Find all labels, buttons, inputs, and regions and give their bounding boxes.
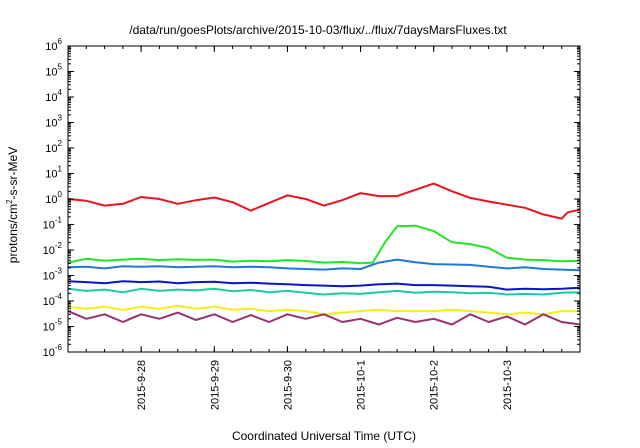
x-tick-label: 2015-10-1 xyxy=(356,360,368,410)
y-tick-base: 10 xyxy=(45,169,57,181)
y-tick-label: 103 xyxy=(45,114,62,130)
y-tick-base: 10 xyxy=(43,296,55,308)
y-tick-exponent: -6 xyxy=(55,343,63,352)
y-tick-base: 10 xyxy=(45,118,57,130)
x-tick-labels: 2015-9-28 2015-9-29 2015-9-30 2015-10-1 2015… xyxy=(136,360,514,410)
y-tick-base: 10 xyxy=(45,194,57,206)
y-tick-label: 10-1 xyxy=(43,216,63,232)
series-layer xyxy=(67,182,581,326)
y-tick-label: 105 xyxy=(45,63,62,79)
y-tick-base: 10 xyxy=(45,143,57,155)
y-axis-label-base: protons/cm xyxy=(6,204,20,263)
series-line-7 xyxy=(67,310,581,326)
y-tick-base: 10 xyxy=(43,271,55,283)
y-tick-base: 10 xyxy=(45,41,57,53)
chart-title: /data/run/goesPlots/archive/2015-10-03/f… xyxy=(129,23,507,37)
y-tick-exponent: -1 xyxy=(55,216,63,225)
x-tick-label: 2015-10-2 xyxy=(429,360,441,410)
y-tick-base: 10 xyxy=(43,220,55,232)
series-line-4 xyxy=(67,280,581,291)
y-tick-base: 10 xyxy=(43,347,55,359)
y-tick-base: 10 xyxy=(43,245,55,257)
y-tick-label: 10-6 xyxy=(43,343,63,359)
series-line-3 xyxy=(67,258,581,272)
y-tick-label: 10-2 xyxy=(43,241,63,257)
y-tick-label: 104 xyxy=(45,88,62,104)
y-tick-label: 101 xyxy=(45,165,62,181)
x-tick-label: 2015-9-29 xyxy=(209,360,221,410)
y-tick-label: 10-5 xyxy=(43,318,63,334)
y-tick-exponent: 2 xyxy=(58,139,63,148)
y-tick-label: 10-3 xyxy=(43,267,63,283)
x-tick-label: 2015-9-28 xyxy=(136,360,148,410)
y-tick-label: 10-4 xyxy=(43,292,63,308)
series-line-1 xyxy=(67,182,581,220)
x-axis-label: Coordinated Universal Time (UTC) xyxy=(232,429,416,443)
series-line-5 xyxy=(67,287,581,296)
y-tick-exponent: 6 xyxy=(58,37,63,46)
y-tick-label: 106 xyxy=(45,37,62,53)
x-tick-label: 2015-10-3 xyxy=(502,360,514,410)
y-tick-exponent: 3 xyxy=(58,114,63,123)
y-tick-labels: 10-610-510-410-310-210-11001011021031041… xyxy=(43,37,63,359)
x-tick-label: 2015-9-30 xyxy=(282,360,294,410)
y-tick-exponent: -2 xyxy=(55,241,63,250)
ticks-layer xyxy=(68,46,580,352)
y-tick-base: 10 xyxy=(45,67,57,79)
y-tick-exponent: -4 xyxy=(55,292,63,301)
series-line-2 xyxy=(67,224,581,265)
y-tick-exponent: 4 xyxy=(58,88,63,97)
y-axis-label: protons/cm2-s-sr-MeV xyxy=(5,147,20,263)
y-tick-base: 10 xyxy=(43,322,55,334)
y-tick-exponent: 5 xyxy=(58,63,63,72)
series-line-6 xyxy=(67,304,580,316)
y-tick-exponent: 0 xyxy=(58,190,63,199)
y-axis-label-rest: -s-sr-MeV xyxy=(6,147,20,200)
y-tick-exponent: -3 xyxy=(55,267,63,276)
y-tick-label: 102 xyxy=(45,139,62,155)
y-tick-exponent: -5 xyxy=(55,318,63,327)
y-tick-base: 10 xyxy=(45,92,57,104)
y-tick-exponent: 1 xyxy=(58,165,63,174)
y-axis-label-sup: 2 xyxy=(5,199,14,204)
y-tick-label: 100 xyxy=(45,190,62,206)
